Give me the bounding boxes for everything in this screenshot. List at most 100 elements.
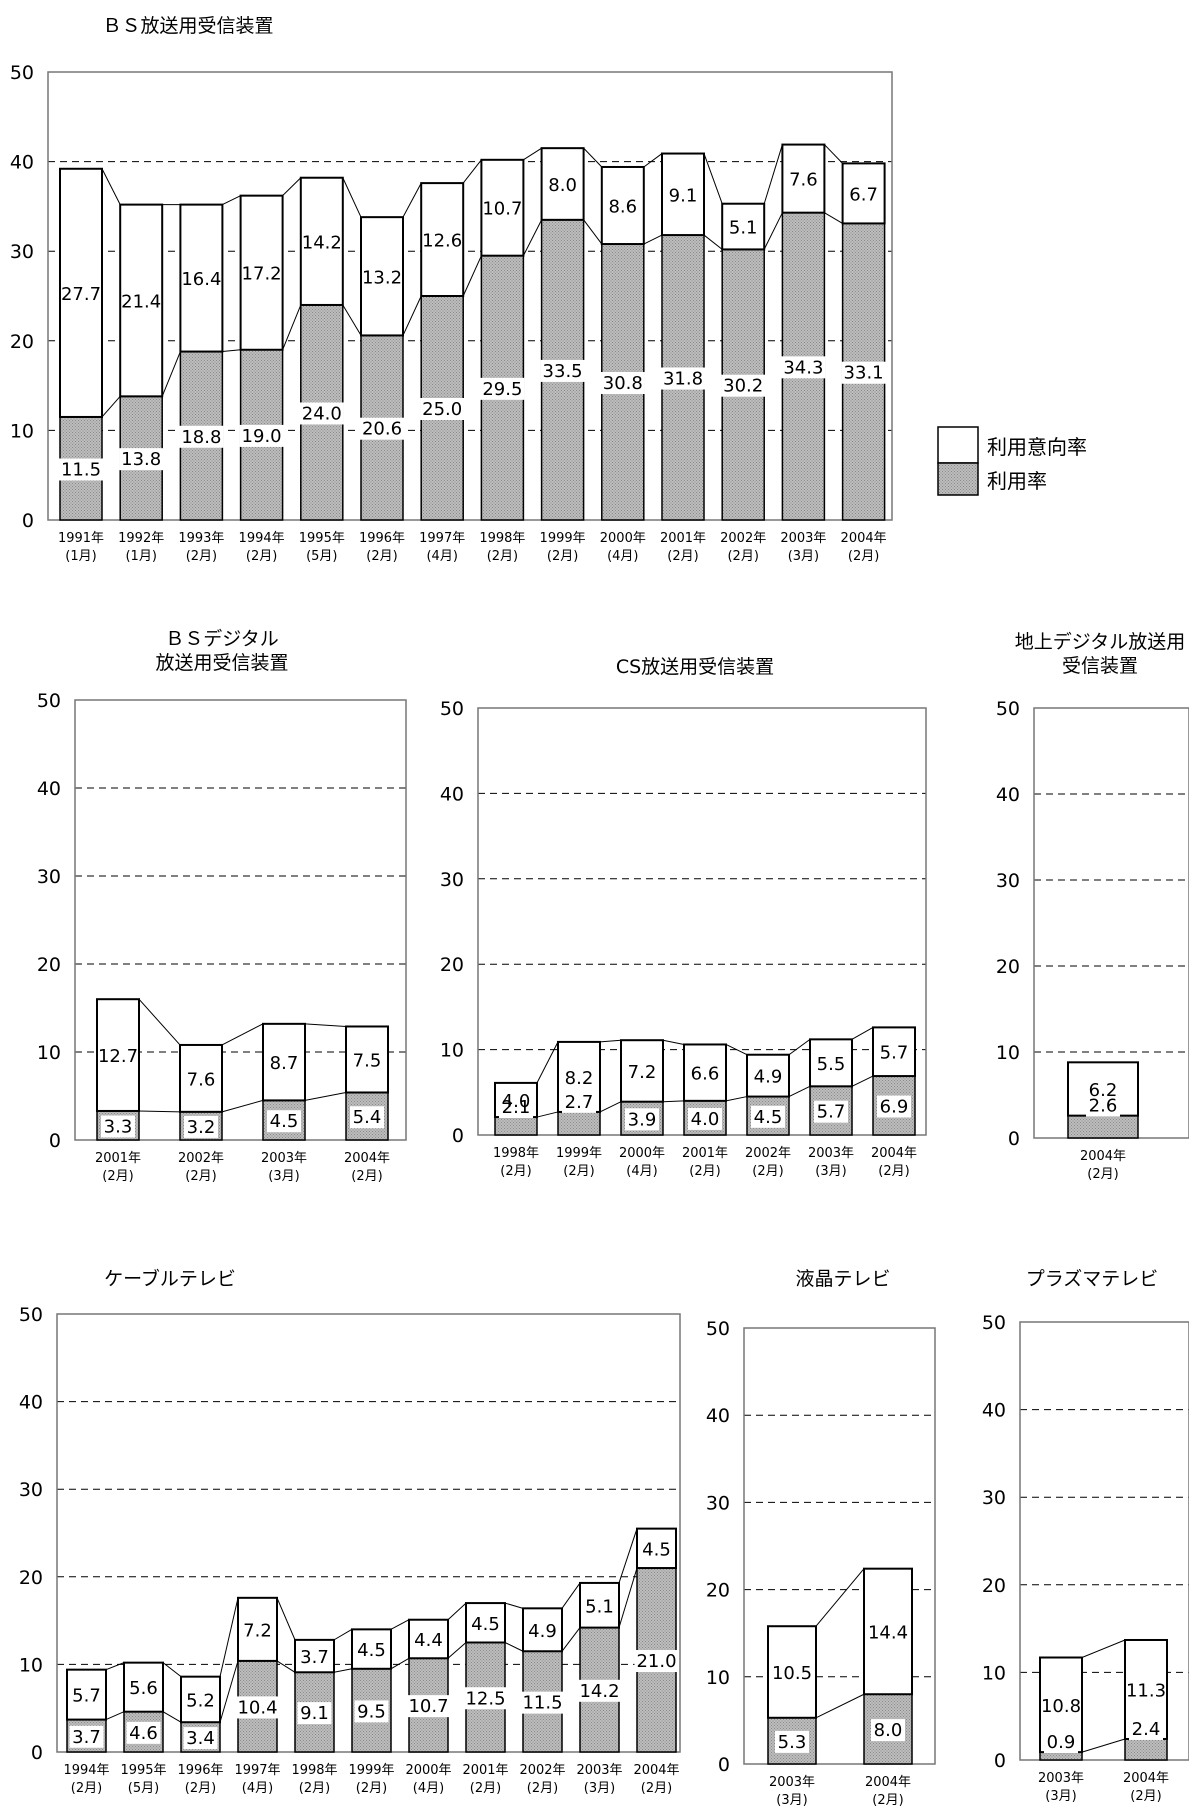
value-label-usage: 2.6: [1089, 1096, 1118, 1117]
connector-usage: [221, 1099, 264, 1113]
x-tick-label: 2004年: [841, 531, 887, 546]
value-label-intent: 17.2: [242, 264, 282, 285]
value-label-intent: 4.5: [471, 1614, 500, 1635]
value-label-intent: 7.6: [789, 170, 818, 191]
chart-title: CS放送用受信装置: [616, 656, 774, 678]
y-tick-label: 10: [10, 420, 34, 442]
y-tick-label: 0: [718, 1754, 730, 1776]
value-label-bg: [1129, 1717, 1163, 1740]
value-label-usage: 5.3: [778, 1732, 807, 1753]
bar-intent: [636, 1527, 677, 1570]
value-label-intent: 4.5: [357, 1640, 386, 1661]
bar-intent: [179, 1043, 223, 1113]
y-tick-label: 10: [37, 1042, 61, 1064]
y-tick-label: 20: [440, 954, 464, 976]
y-tick-label: 30: [37, 866, 61, 888]
y-tick-label: 50: [37, 690, 61, 712]
value-label-intent: 5.2: [186, 1690, 215, 1711]
bar-intent: [179, 203, 224, 353]
legend-swatch-usage: [937, 462, 979, 496]
connector-total: [583, 147, 603, 168]
connector-total: [1081, 1639, 1126, 1658]
value-label-usage: 4.5: [754, 1107, 783, 1128]
connector-total: [643, 153, 663, 168]
value-label-intent: 5.5: [817, 1054, 846, 1075]
value-label-usage: 13.8: [121, 449, 161, 470]
bar-intent: [841, 162, 886, 225]
bar-intent: [600, 165, 645, 246]
value-label-intent: 14.2: [302, 232, 342, 253]
connector-total: [276, 1597, 296, 1641]
value-label-intent: 6.7: [849, 184, 878, 205]
connector-total: [536, 1041, 559, 1084]
value-label-intent: 4.5: [642, 1539, 671, 1560]
bar-intent: [237, 1596, 278, 1662]
value-label-bg: [101, 1115, 135, 1138]
connector-usage: [333, 1668, 353, 1673]
x-tick-label: 1994年: [239, 531, 285, 546]
y-tick-label: 30: [706, 1492, 730, 1514]
connector-usage: [462, 255, 482, 297]
x-tick-month: (2月): [872, 1793, 903, 1808]
value-label-intent: 27.7: [61, 284, 101, 305]
x-tick-month: (2月): [527, 1781, 558, 1796]
x-tick-month: (4月): [413, 1781, 444, 1796]
connector-usage: [618, 1567, 638, 1628]
connector-total: [662, 1039, 685, 1045]
connector-usage: [105, 1711, 125, 1721]
connector-total: [851, 1026, 874, 1040]
value-label-intent: 5.1: [585, 1596, 614, 1617]
connector-total: [342, 177, 362, 218]
value-label-usage: 19.0: [242, 426, 282, 447]
connector-usage: [402, 295, 422, 336]
x-tick-label: 1998年: [493, 1146, 539, 1161]
x-tick-month: (2月): [102, 1169, 133, 1184]
value-label-intent: 10.8: [1041, 1696, 1081, 1717]
value-label-intent: 6.2: [1089, 1080, 1118, 1101]
value-label-bg: [354, 1700, 389, 1723]
legend-label-intent: 利用意向率: [987, 435, 1087, 459]
y-tick-label: 10: [706, 1667, 730, 1689]
x-tick-label: 2000年: [600, 531, 646, 546]
chart-title: 受信装置: [1062, 655, 1138, 677]
value-label-usage: 14.2: [579, 1681, 619, 1702]
connector-usage: [851, 1075, 874, 1087]
chart-panel-6: 液晶テレビ 0 10 20 30 40 50 5.3 10.5 2003年 (3月) 8.0 14.4 2…: [706, 1268, 936, 1808]
x-tick-month: (2月): [487, 549, 518, 564]
bar-intent: [262, 1022, 306, 1102]
x-tick-month: (2月): [547, 549, 578, 564]
connector-total: [138, 998, 181, 1046]
x-tick-month: (5月): [306, 549, 337, 564]
bar-intent: [180, 1675, 221, 1724]
legend-swatch-intent: [937, 426, 979, 464]
value-label-usage: 24.0: [302, 403, 342, 424]
x-tick-label: 2001年: [682, 1146, 728, 1161]
connector-usage: [725, 1096, 748, 1102]
bar-intent: [239, 194, 284, 351]
connector-usage: [824, 212, 843, 224]
bar-intent: [59, 167, 103, 418]
y-tick-label: 40: [982, 1400, 1006, 1422]
x-tick-month: (2月): [185, 1781, 216, 1796]
y-tick-label: 0: [49, 1130, 61, 1152]
value-label-bg: [1086, 1094, 1120, 1117]
value-label-bg: [600, 372, 645, 395]
connector-usage: [561, 1627, 581, 1652]
connector-total: [523, 147, 542, 161]
y-tick-label: 0: [31, 1742, 43, 1764]
x-tick-label: 1995年: [299, 531, 345, 546]
x-tick-month: (3月): [788, 549, 819, 564]
connector-usage: [599, 1101, 622, 1113]
x-tick-month: (3月): [776, 1793, 807, 1808]
value-label-intent: 7.5: [353, 1050, 382, 1071]
y-tick-label: 40: [706, 1405, 730, 1427]
connector-usage: [162, 1711, 182, 1723]
y-tick-label: 40: [19, 1392, 43, 1414]
connector-total: [219, 1597, 239, 1677]
y-tick-label: 0: [22, 510, 34, 532]
value-label-intent: 16.4: [181, 269, 221, 290]
x-tick-label: 2001年: [660, 531, 706, 546]
connector-usage: [703, 234, 723, 250]
value-label-usage: 33.1: [844, 363, 884, 384]
